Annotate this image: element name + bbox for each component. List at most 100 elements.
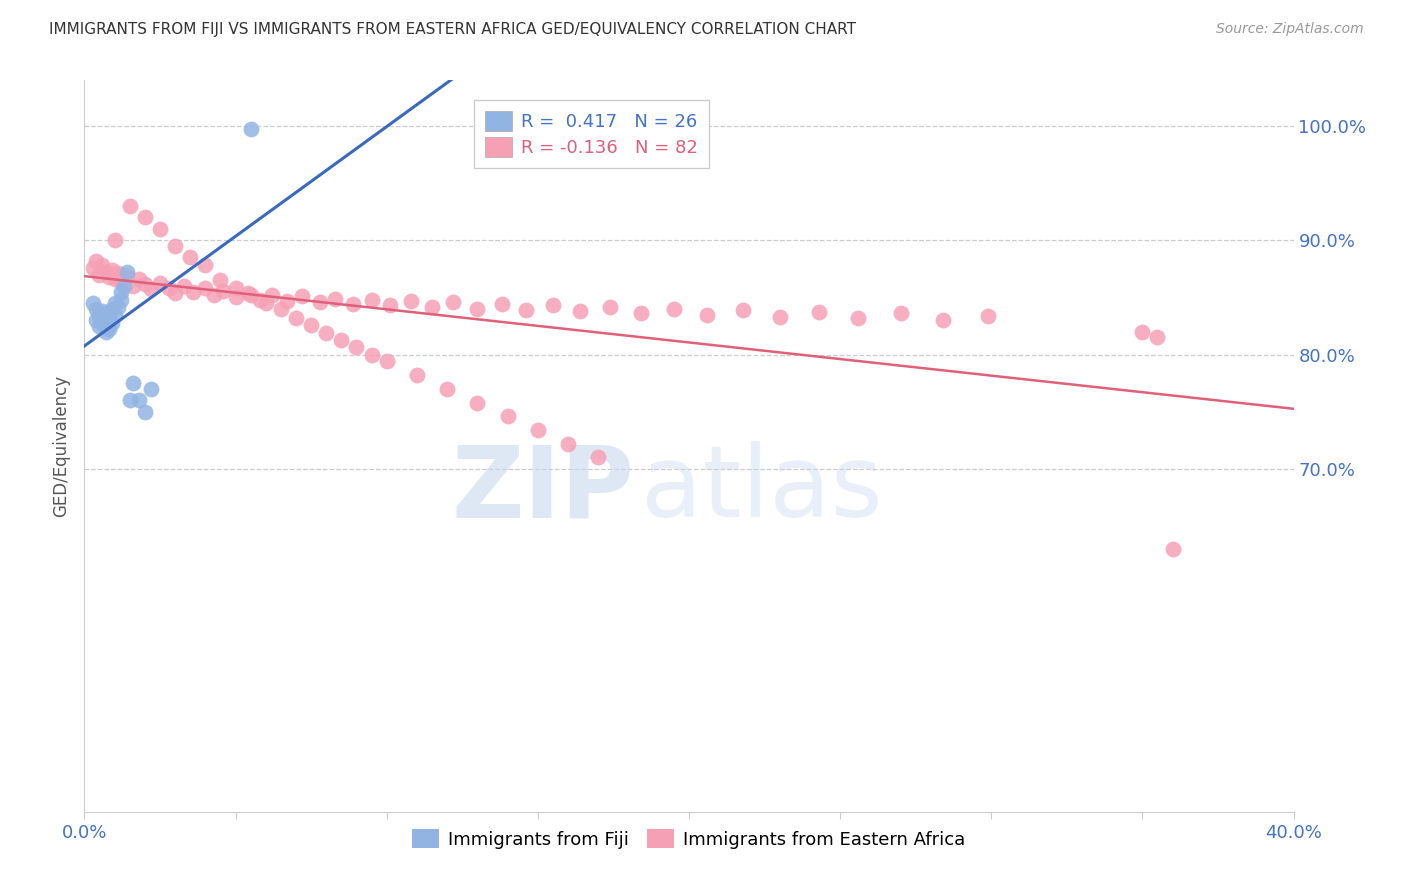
Point: [569, 304, 592, 318]
Point: [110, 293, 132, 307]
Point: [515, 303, 537, 318]
Point: [134, 277, 156, 291]
Point: [276, 293, 298, 308]
Point: [270, 301, 292, 316]
Point: [977, 309, 1000, 323]
Point: [194, 259, 217, 273]
Point: [97, 269, 120, 284]
Point: [149, 222, 172, 236]
Point: [104, 308, 127, 322]
Point: [128, 393, 150, 408]
Point: [239, 122, 262, 136]
Text: Source: ZipAtlas.com: Source: ZipAtlas.com: [1216, 22, 1364, 37]
Point: [599, 300, 621, 314]
Point: [107, 267, 129, 281]
Point: [89, 318, 111, 333]
Point: [309, 295, 332, 310]
Point: [121, 376, 143, 391]
Point: [291, 289, 314, 303]
Legend: Immigrants from Fiji, Immigrants from Eastern Africa: Immigrants from Fiji, Immigrants from Ea…: [404, 820, 974, 857]
Point: [315, 326, 337, 340]
Point: [91, 259, 114, 273]
Point: [630, 306, 652, 320]
Point: [496, 409, 519, 424]
Point: [254, 296, 277, 310]
Point: [1161, 541, 1184, 556]
Point: [110, 275, 132, 289]
Point: [134, 211, 156, 225]
Text: atlas: atlas: [641, 442, 882, 539]
Y-axis label: GED/Equivalency: GED/Equivalency: [52, 375, 70, 517]
Point: [110, 285, 132, 299]
Point: [134, 405, 156, 419]
Point: [342, 297, 364, 311]
Point: [89, 308, 111, 322]
Point: [225, 290, 247, 304]
Point: [202, 288, 225, 302]
Point: [179, 251, 201, 265]
Point: [260, 288, 283, 302]
Point: [181, 285, 204, 299]
Point: [82, 260, 104, 275]
Point: [285, 311, 308, 326]
Point: [441, 295, 464, 310]
Point: [104, 296, 127, 310]
Point: [932, 313, 955, 327]
Point: [97, 322, 120, 336]
Point: [890, 306, 912, 320]
Point: [323, 292, 346, 306]
Point: [86, 301, 108, 316]
Point: [399, 293, 422, 308]
Point: [239, 288, 262, 302]
Point: [89, 268, 111, 282]
Point: [527, 423, 550, 437]
Point: [360, 347, 382, 362]
Point: [541, 298, 564, 312]
Point: [128, 272, 150, 286]
Point: [165, 239, 187, 253]
Point: [236, 285, 259, 300]
Point: [107, 300, 129, 314]
Point: [467, 301, 489, 316]
Point: [104, 233, 127, 247]
Point: [97, 306, 120, 320]
Point: [121, 279, 143, 293]
Point: [662, 301, 685, 316]
Point: [157, 281, 180, 295]
Point: [86, 313, 108, 327]
Point: [467, 395, 489, 409]
Point: [807, 305, 830, 319]
Point: [82, 296, 104, 310]
Point: [1130, 325, 1153, 339]
Point: [100, 316, 122, 330]
Text: ZIP: ZIP: [451, 442, 634, 539]
Point: [557, 436, 579, 450]
Point: [225, 281, 247, 295]
Point: [112, 279, 135, 293]
Point: [118, 199, 141, 213]
Point: [115, 265, 138, 279]
Point: [330, 333, 353, 347]
Point: [173, 279, 195, 293]
Point: [696, 308, 718, 322]
Point: [406, 368, 429, 383]
Point: [91, 304, 114, 318]
Point: [299, 318, 322, 332]
Point: [378, 298, 401, 312]
Point: [360, 293, 382, 307]
Point: [491, 297, 513, 311]
Point: [86, 253, 108, 268]
Point: [115, 268, 138, 283]
Point: [769, 310, 792, 324]
Point: [104, 272, 127, 286]
Point: [346, 340, 368, 354]
Point: [94, 311, 117, 326]
Point: [436, 382, 458, 396]
Point: [94, 265, 117, 279]
Point: [94, 325, 117, 339]
Point: [846, 311, 869, 326]
Point: [100, 301, 122, 316]
Point: [139, 282, 162, 296]
Point: [100, 263, 122, 277]
Point: [165, 285, 187, 300]
